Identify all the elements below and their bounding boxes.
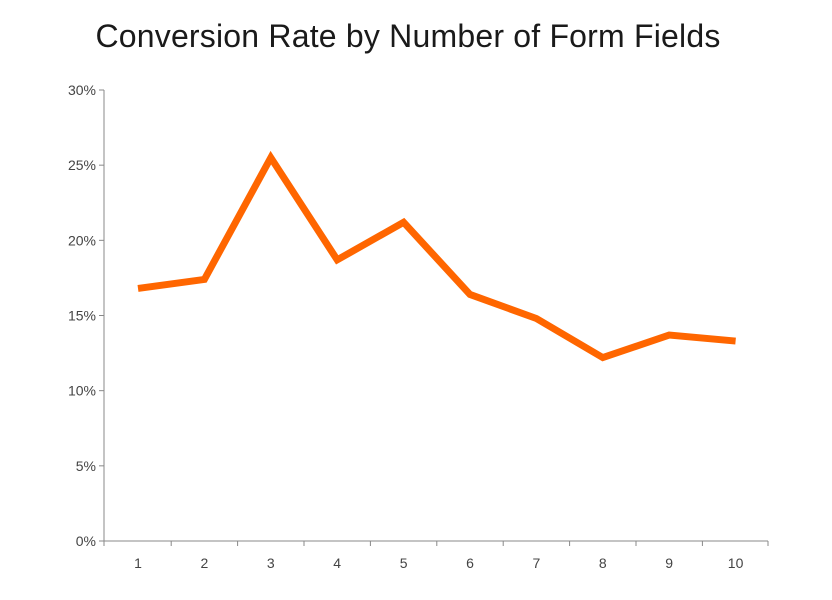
x-tick-label: 9 xyxy=(665,555,673,571)
y-tick-label: 20% xyxy=(68,232,96,248)
data-point xyxy=(599,354,606,361)
y-tick-label: 10% xyxy=(68,383,96,399)
chart-title: Conversion Rate by Number of Form Fields xyxy=(95,18,721,54)
data-point xyxy=(135,285,142,292)
data-point xyxy=(467,291,474,298)
data-point xyxy=(267,154,274,161)
x-tick-label: 8 xyxy=(599,555,607,571)
data-point xyxy=(666,332,673,339)
x-tick-label: 7 xyxy=(533,555,541,571)
data-point xyxy=(732,338,739,345)
series-group xyxy=(135,150,739,362)
x-tick-label: 5 xyxy=(400,555,408,571)
x-tick-label: 10 xyxy=(728,555,744,571)
x-tick-label: 3 xyxy=(267,555,275,571)
y-tick-label: 0% xyxy=(76,533,96,549)
series-line xyxy=(137,150,736,362)
x-tick-label: 2 xyxy=(201,555,209,571)
x-axis: 1 2 3 4 5 6 7 8 9 10 xyxy=(103,540,769,571)
y-tick-label: 5% xyxy=(76,458,96,474)
data-point xyxy=(334,256,341,263)
y-tick-label: 30% xyxy=(68,82,96,98)
y-tick-label: 25% xyxy=(68,157,96,173)
y-axis: 0% 5% 10% 15% 20% 25% 30% xyxy=(68,82,105,549)
x-tick-label: 6 xyxy=(466,555,474,571)
data-point xyxy=(201,276,208,283)
x-tick-label: 4 xyxy=(333,555,341,571)
data-point xyxy=(400,219,407,226)
y-tick-label: 15% xyxy=(68,308,96,324)
data-point xyxy=(533,315,540,322)
x-tick-label: 1 xyxy=(134,555,142,571)
